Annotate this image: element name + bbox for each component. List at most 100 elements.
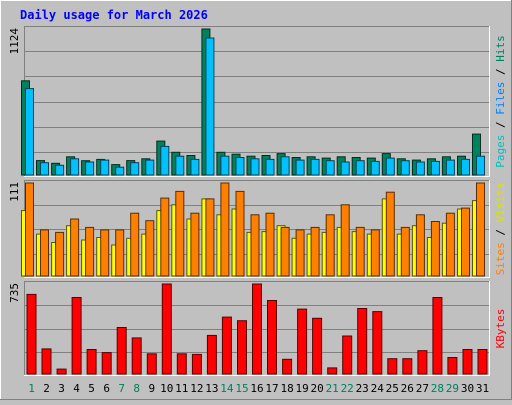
y-max-label: 1124 [8, 28, 21, 55]
y-max-label: 735 [8, 283, 21, 303]
x-tick-label-13: 13 [205, 382, 218, 395]
bar-sites-24 [370, 229, 380, 277]
bar-sites-6 [100, 229, 110, 277]
bar-kbytes-18 [282, 358, 293, 375]
legend-label-0: Pages [494, 135, 507, 168]
x-tick-label-29: 29 [446, 382, 459, 395]
bar-files-18 [280, 156, 290, 176]
bar-files-20 [310, 158, 320, 176]
bar-sites-9 [145, 220, 155, 277]
bar-sites-5 [85, 226, 95, 277]
panel-hits-files: 1124 Pages / Files / Hits [8, 26, 507, 177]
bar-kbytes-23 [357, 308, 368, 375]
x-tick-label-25: 25 [386, 382, 399, 395]
bar-kbytes-24 [372, 311, 383, 375]
bar-files-8 [130, 162, 140, 176]
panels-layer: 1124 Pages / Files / Hits 111 Sites / Visit… [8, 26, 507, 376]
bar-kbytes-22 [342, 335, 353, 375]
bar-files-2 [40, 162, 49, 176]
bar-files-5 [85, 161, 95, 176]
bar-kbytes-1 [26, 293, 37, 375]
legend-label-2: Files [494, 82, 507, 115]
legend-label-4: Hits [494, 35, 507, 62]
bar-kbytes-21 [327, 367, 338, 375]
bar-kbytes-14 [221, 316, 232, 375]
bar-sites-1 [25, 182, 34, 277]
panel-legend: Sites / Visits [494, 183, 507, 276]
bar-kbytes-10 [161, 283, 172, 375]
legend-label-0: Sites [494, 242, 507, 275]
panel-kbytes: 735 KBytes [8, 281, 507, 376]
bar-files-29 [445, 159, 455, 176]
x-tick-label-31: 31 [476, 382, 489, 395]
bar-files-25 [385, 157, 395, 176]
bar-files-22 [340, 161, 350, 176]
x-tick-label-23: 23 [356, 382, 369, 395]
x-tick-label-22: 22 [341, 382, 354, 395]
bar-kbytes-6 [101, 352, 112, 375]
x-tick-label-18: 18 [280, 382, 293, 395]
bar-files-1 [25, 88, 34, 176]
bar-files-3 [55, 164, 65, 176]
bar-files-7 [115, 166, 125, 176]
x-tick-label-10: 10 [160, 382, 173, 395]
bar-files-21 [325, 160, 335, 176]
legend-label-3: / [494, 62, 507, 82]
bar-kbytes-4 [71, 297, 82, 375]
bar-files-11 [175, 155, 185, 176]
bar-sites-12 [190, 212, 200, 277]
chart-title: Daily usage for March 2026 [20, 8, 208, 22]
bar-kbytes-2 [41, 348, 52, 375]
bar-sites-10 [160, 197, 170, 277]
bar-sites-17 [265, 212, 275, 277]
bar-files-10 [160, 145, 170, 176]
bar-sites-13 [205, 198, 215, 277]
bar-files-24 [370, 160, 380, 176]
bar-kbytes-16 [252, 283, 262, 375]
bar-kbytes-12 [191, 353, 202, 375]
bar-kbytes-30 [462, 349, 473, 375]
x-tick-label-19: 19 [295, 382, 308, 395]
bar-files-28 [430, 160, 440, 176]
x-tick-label-6: 6 [103, 382, 110, 395]
x-axis-labels: 1 2 3 4 5 6 7 8 9 10 11 12 13 14 15 16 17 18 19 20 21 22 23 24 2… [28, 382, 489, 395]
bar-sites-23 [355, 226, 365, 277]
bar-kbytes-9 [146, 353, 157, 375]
bar-sites-11 [175, 190, 185, 277]
legend-label-0: KBytes [494, 309, 507, 349]
x-tick-label-12: 12 [190, 382, 203, 395]
bar-files-19 [295, 159, 305, 176]
x-tick-label-4: 4 [73, 382, 80, 395]
bar-sites-26 [400, 226, 410, 277]
bar-files-6 [100, 159, 110, 176]
x-tick-label-2: 2 [43, 382, 50, 395]
bar-files-26 [400, 160, 410, 176]
bar-sites-29 [445, 212, 455, 277]
y-max-label: 111 [8, 182, 21, 202]
bar-sites-3 [55, 231, 65, 277]
bar-files-16 [250, 158, 260, 176]
bar-kbytes-19 [297, 308, 308, 375]
bar-sites-30 [461, 207, 470, 277]
x-tick-label-7: 7 [118, 382, 125, 395]
bar-sites-31 [476, 182, 485, 277]
bar-kbytes-13 [206, 334, 217, 375]
x-tick-label-28: 28 [431, 382, 444, 395]
bar-kbytes-31 [477, 349, 488, 375]
x-tick-label-15: 15 [235, 382, 248, 395]
legend-label-1: / [494, 115, 507, 135]
bar-sites-16 [250, 214, 260, 277]
x-tick-label-16: 16 [250, 382, 263, 395]
bar-files-9 [145, 159, 155, 176]
bar-kbytes-26 [402, 358, 413, 375]
x-tick-label-9: 9 [148, 382, 155, 395]
x-tick-label-5: 5 [88, 382, 95, 395]
bar-kbytes-29 [447, 357, 458, 375]
x-tick-label-14: 14 [220, 382, 234, 395]
bar-sites-2 [40, 229, 49, 277]
bar-sites-4 [70, 218, 80, 277]
panel-legend: Pages / Files / Hits [494, 35, 507, 168]
bar-kbytes-7 [116, 327, 127, 375]
